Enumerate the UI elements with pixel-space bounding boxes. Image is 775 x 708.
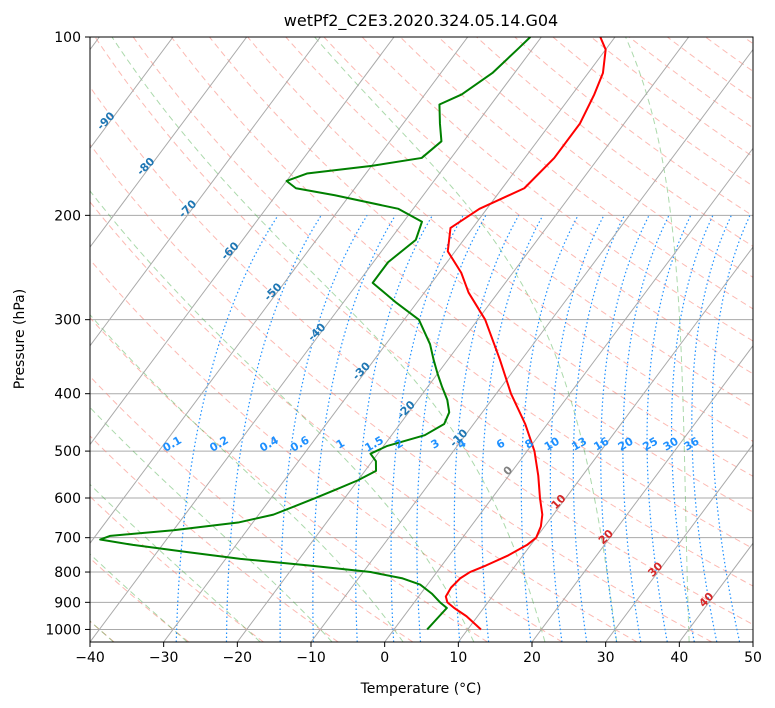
dry-adiabat-line — [590, 37, 753, 158]
moist-adiabat-line — [90, 483, 261, 642]
mixing-ratio-line — [312, 215, 396, 642]
x-tick-label: 40 — [670, 650, 688, 666]
temperature-profile-line — [444, 37, 607, 631]
dry-adiabat-line — [90, 201, 638, 642]
mixing-ratio-line — [279, 215, 368, 642]
x-axis: −40 −30 −20 −10 0 10 20 30 40 50 — [75, 642, 762, 666]
isotherm-line — [384, 147, 753, 642]
dry-adiabat-line — [247, 37, 753, 442]
y-tick-label: 600 — [54, 491, 81, 507]
y-tick-label: 800 — [54, 565, 81, 581]
y-tick-label: 200 — [54, 208, 81, 224]
y-tick-label: 400 — [54, 387, 81, 403]
isotherm-line — [310, 48, 753, 642]
moist-adiabat-line — [90, 314, 404, 642]
isotherm-line — [605, 443, 753, 642]
x-tick-label: −40 — [75, 650, 105, 666]
x-tick-label: 10 — [449, 650, 467, 666]
isotherm-line — [163, 37, 616, 642]
moist-adiabat-line — [111, 37, 546, 642]
dry-adiabat-line — [90, 86, 753, 626]
dry-adiabat-line — [285, 37, 753, 408]
skewed-isotherm-lines — [90, 37, 753, 642]
mixing-ratio-line — [670, 215, 714, 642]
x-tick-label: 50 — [744, 650, 762, 666]
isotherm-line — [90, 37, 248, 248]
dry-adiabat-line — [514, 37, 753, 217]
mixing-ratio-line — [691, 215, 732, 642]
x-tick-label: 30 — [597, 650, 615, 666]
mixing-ratio-lines — [175, 215, 751, 642]
moist-adiabat-lines — [90, 37, 690, 642]
isotherm-line — [90, 37, 395, 446]
y-tick-label: 700 — [54, 531, 81, 547]
y-axis-title: Pressure (hPa) — [12, 289, 28, 389]
dry-adiabat-line — [90, 495, 264, 642]
x-tick-label: −20 — [223, 650, 253, 666]
moist-adiabat-line — [90, 553, 188, 642]
dry-adiabat-line — [552, 37, 753, 187]
y-tick-label: 900 — [54, 595, 81, 611]
mixing-ratio-line — [355, 215, 433, 642]
isotherm-line — [90, 37, 469, 545]
y-axis: 100 200 300 400 500 600 700 800 900 1000 — [45, 30, 90, 638]
plot-area: 0.10.20.40.611.52346810131620253036-100-… — [90, 37, 753, 642]
dewpoint-profile-line — [99, 37, 532, 631]
dry-adiabat-line — [90, 316, 488, 642]
dry-adiabat-line — [361, 37, 753, 342]
y-tick-label: 300 — [54, 313, 81, 329]
dry-adiabat-line — [170, 37, 753, 513]
y-tick-label: 1000 — [45, 622, 81, 638]
mixing-ratio-line — [711, 215, 751, 642]
moist-adiabat-line — [90, 406, 333, 642]
y-tick-label: 100 — [54, 30, 81, 46]
isotherm-line — [457, 246, 753, 642]
profile-series — [99, 37, 607, 631]
dry-adiabat-line — [132, 37, 753, 550]
x-axis-title: Temperature (°C) — [360, 681, 482, 697]
x-tick-label: 0 — [380, 650, 389, 666]
moist-adiabat-line — [625, 37, 690, 642]
isotherm-line — [236, 37, 690, 642]
isotherm-line — [90, 37, 542, 642]
moist-adiabat-line — [314, 37, 618, 642]
chart-title: wetPf2_C2E3.2020.324.05.14.G04 — [284, 11, 558, 31]
isotherm-line — [90, 37, 321, 347]
plot-frame — [89, 36, 754, 643]
dry-adiabat-line — [94, 37, 753, 587]
x-tick-label: 20 — [523, 650, 541, 666]
dry-adiabat-line — [90, 375, 414, 642]
isotherm-line — [90, 37, 174, 150]
x-tick-label: −10 — [296, 650, 326, 666]
dry-adiabat-lines — [90, 37, 753, 642]
y-tick-label: 500 — [54, 444, 81, 460]
dry-adiabat-line — [438, 37, 753, 278]
dry-adiabat-line — [476, 37, 753, 247]
dry-adiabat-line — [90, 258, 563, 642]
x-tick-label: −30 — [149, 650, 179, 666]
isotherm-line — [531, 344, 753, 642]
